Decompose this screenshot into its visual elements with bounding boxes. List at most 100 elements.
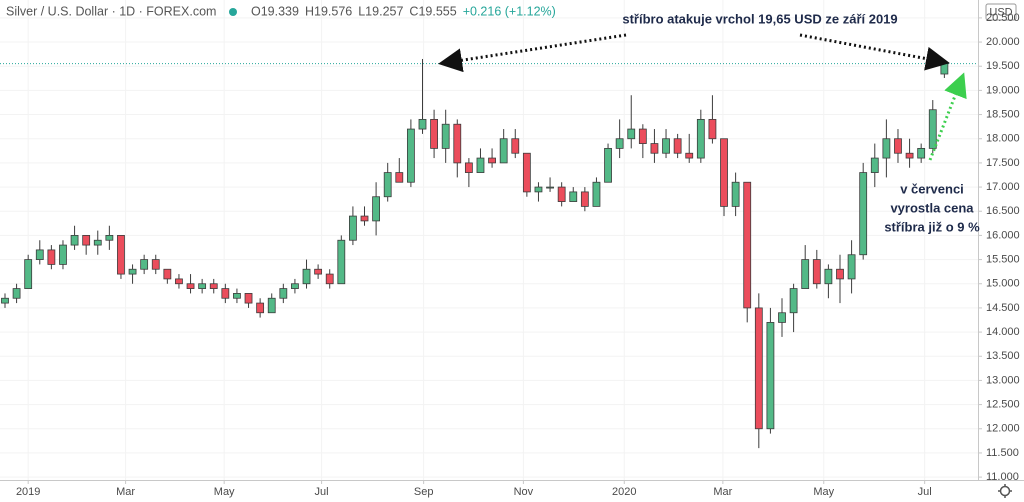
candle-body [12, 288, 21, 299]
candle-body [47, 249, 56, 265]
candle-body [743, 181, 752, 309]
candle-body [847, 254, 856, 280]
legend-value: L19.257 [358, 4, 403, 18]
candle-body [256, 302, 265, 314]
candle-body [673, 138, 682, 154]
candle-body [685, 152, 694, 159]
x-tick-label: 2019 [16, 486, 40, 498]
y-tick-label: 17.000 [986, 181, 1020, 193]
candle-body [464, 162, 473, 173]
candle-body [35, 249, 44, 260]
y-tick-label: 15.000 [986, 278, 1020, 290]
candle-body [441, 123, 450, 149]
candle-body [754, 307, 763, 430]
ohlc-legend: O19.339 H19.576 L19.257 C19.555 +0.216 (+1.1… [251, 4, 556, 18]
candle-body [128, 268, 137, 275]
y-tick-label: 11.000 [986, 471, 1019, 483]
candle-body [372, 196, 381, 222]
candle-body [859, 172, 868, 256]
candle-body [627, 128, 636, 140]
candle-body [522, 152, 531, 193]
candle-body [905, 152, 914, 159]
candle-body [314, 268, 323, 275]
candle-body [325, 273, 334, 285]
candle-body [580, 191, 589, 207]
candle-body [592, 181, 601, 207]
x-tick-label: May [813, 486, 834, 498]
status-dot [229, 8, 237, 16]
candle-body [789, 288, 798, 314]
chart-title: Silver / U.S. Dollar · 1D · FOREX.com [6, 4, 216, 18]
x-tick-label: Jul [918, 486, 932, 498]
candle-body [604, 147, 612, 183]
candle-body [198, 283, 207, 289]
x-tick-label: Sep [414, 486, 434, 498]
candle-body [928, 109, 937, 149]
candle-body [569, 191, 578, 202]
candle-body [163, 268, 172, 280]
candle-body [801, 259, 810, 289]
candle-body [696, 118, 705, 159]
candle-body [1, 297, 9, 304]
candle-body [418, 118, 427, 130]
candle-body [836, 268, 844, 280]
candle-body [186, 283, 195, 289]
y-tick-label: 16.000 [986, 229, 1020, 241]
candle-body [395, 172, 404, 183]
candle-body [140, 259, 149, 270]
candle-body [302, 268, 311, 285]
x-tick-label: Jul [315, 486, 329, 498]
candle-body [894, 138, 902, 154]
candle-body [940, 63, 949, 75]
settings-icon[interactable] [998, 484, 1012, 498]
y-tick-label: 13.000 [986, 374, 1020, 386]
candle-body [662, 138, 670, 154]
candle-body [557, 186, 566, 202]
candle-body [175, 278, 183, 285]
currency-box[interactable] [985, 3, 1017, 21]
candle-body [546, 186, 554, 189]
y-tick-label: 14.000 [986, 326, 1020, 338]
candle-body [244, 293, 253, 304]
candle-body [337, 239, 346, 285]
legend-value: C19.555 [409, 4, 456, 18]
x-tick-label: Mar [713, 486, 732, 498]
arrow [438, 33, 627, 73]
candle-body [708, 118, 717, 140]
y-tick-label: 19.000 [986, 84, 1020, 96]
candle-body [453, 123, 462, 164]
annotation: stříbra již o 9 % [884, 219, 980, 234]
candle-body [82, 235, 91, 246]
candle-body [267, 297, 276, 314]
candle-body [917, 147, 926, 159]
candle-body [476, 157, 485, 173]
candle-body [117, 235, 125, 275]
y-tick-label: 16.500 [986, 205, 1020, 217]
candle-body [870, 157, 879, 173]
y-tick-label: 12.000 [986, 423, 1020, 435]
y-tick-label: 20.000 [986, 36, 1020, 48]
legend-value: O19.339 [251, 4, 299, 18]
candle-body [349, 215, 357, 241]
x-tick-label: Mar [116, 486, 135, 498]
y-tick-label: 14.500 [986, 302, 1020, 314]
x-tick-label: Nov [514, 486, 534, 498]
candle-body [824, 268, 833, 285]
candle-body [534, 186, 543, 193]
candle-body [151, 259, 160, 270]
candle-body [615, 138, 624, 149]
y-tick-label: 18.500 [986, 108, 1020, 120]
candle-body [778, 312, 786, 323]
candle-body [70, 235, 79, 246]
candle-body [279, 288, 288, 299]
candle-body [105, 235, 114, 241]
candle-body [24, 259, 33, 289]
y-tick-label: 20.500 [986, 12, 1020, 24]
candle-body [360, 215, 369, 222]
annotation: vyrostla cena [890, 200, 974, 215]
annotation: stříbro atakuje vrchol 19,65 USD ze září… [622, 11, 897, 26]
y-tick-label: 17.500 [986, 157, 1020, 169]
y-tick-label: 18.000 [986, 133, 1020, 145]
legend-value: H19.576 [305, 4, 352, 18]
